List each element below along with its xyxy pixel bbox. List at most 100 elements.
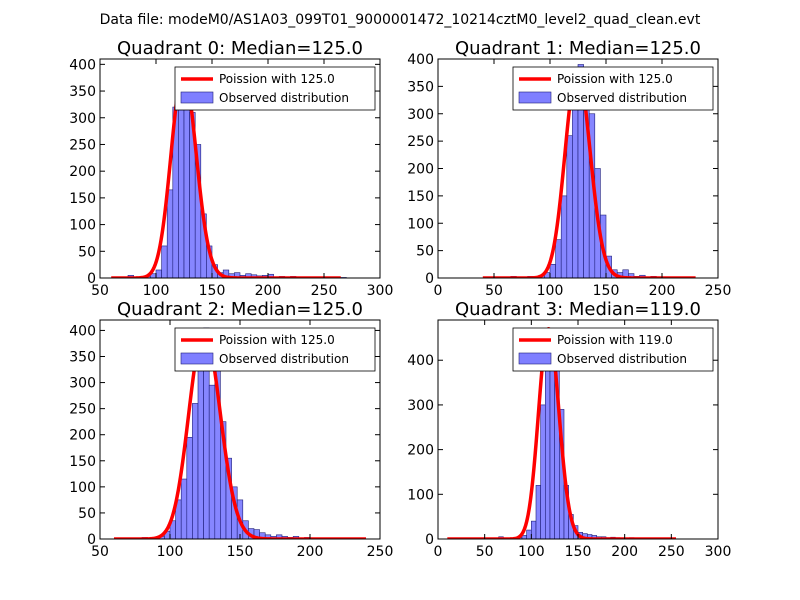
y-tick-label: 0: [87, 271, 96, 287]
chart-title: Quadrant 3: Median=119.0: [455, 299, 701, 320]
histogram-bar: [540, 404, 546, 539]
histogram-bar: [161, 245, 168, 278]
y-tick-label: 400: [407, 52, 434, 68]
plot-area: [481, 64, 697, 278]
histogram-bar: [526, 529, 532, 539]
y-tick-label: 200: [407, 443, 434, 459]
subplot-quadrant-1: Quadrant 1: Median=125.0 0 50 100 150 200 250 0…: [407, 38, 731, 299]
chart-title: Quadrant 1: Median=125.0: [455, 38, 701, 59]
y-tick-label: 400: [407, 353, 434, 369]
axes-frame: [99, 58, 381, 279]
legend-bar-swatch: [180, 91, 214, 104]
y-tick-label: 50: [78, 244, 96, 260]
x-tick-label: 300: [705, 544, 732, 560]
y-tick-label: 0: [425, 532, 434, 548]
poisson-fit-line: [481, 67, 697, 278]
histogram-bar: [192, 403, 199, 539]
plot-area: [446, 326, 678, 539]
legend-bar-swatch: [518, 91, 552, 104]
x-tick-label: 200: [297, 544, 324, 560]
legend-label-fit: Poission with 125.0: [219, 72, 335, 86]
x-tick-label: 0: [434, 544, 443, 560]
y-tick-label: 150: [69, 454, 96, 470]
legend-label-observed: Observed distribution: [219, 91, 349, 105]
x-tick-label: 100: [157, 544, 184, 560]
y-tick-label: 150: [407, 189, 434, 205]
chart-title: Quadrant 2: Median=125.0: [117, 299, 363, 320]
y-tick-label: 250: [407, 134, 434, 150]
histogram-bar: [186, 437, 193, 539]
x-tick-label: 300: [367, 283, 394, 299]
y-tick-label: 300: [69, 376, 96, 392]
x-tick-label: 200: [255, 283, 282, 299]
legend-bar-swatch: [518, 352, 552, 365]
x-tick-label: 100: [143, 283, 170, 299]
poisson-fit-line: [112, 328, 368, 539]
y-tick-label: 100: [69, 218, 96, 234]
y-tick-label: 350: [69, 350, 96, 366]
legend: Poission with 125.0 Observed distribution: [512, 66, 714, 111]
y-tick-label: 250: [69, 137, 96, 153]
histogram-bar: [566, 135, 573, 278]
y-tick-label: 50: [416, 244, 434, 260]
histogram-bar: [521, 535, 527, 539]
y-tick-label: 100: [69, 480, 96, 496]
y-tick-label: 200: [69, 164, 96, 180]
histogram-bar: [208, 384, 216, 539]
legend-label-observed: Observed distribution: [557, 352, 687, 366]
legend-label-observed: Observed distribution: [557, 91, 687, 105]
histogram-bar: [555, 239, 562, 278]
x-tick-label: 150: [227, 544, 254, 560]
y-tick-label: 350: [69, 84, 96, 100]
x-tick-label: 150: [199, 283, 226, 299]
y-tick-label: 300: [69, 111, 96, 127]
y-tick-label: 300: [407, 107, 434, 123]
y-tick-label: 200: [69, 428, 96, 444]
subplot-quadrant-3: Quadrant 3: Median=119.0 0 50 100 150 200 250 3…: [407, 299, 731, 560]
legend-bar-swatch: [180, 352, 214, 365]
histogram-bar: [155, 269, 162, 278]
legend: Poission with 125.0 Observed distribution: [174, 327, 376, 372]
x-tick-label: 50: [91, 283, 109, 299]
x-tick-label: 150: [593, 283, 620, 299]
histogram-bar: [549, 264, 556, 278]
x-tick-label: 150: [565, 544, 592, 560]
x-tick-label: 250: [658, 544, 685, 560]
y-tick-label: 0: [425, 271, 434, 287]
y-tick-label: 400: [69, 323, 96, 339]
x-tick-label: 100: [537, 283, 564, 299]
histogram-bar: [572, 91, 579, 278]
x-tick-label: 250: [367, 544, 394, 560]
y-tick-label: 250: [69, 402, 96, 418]
y-tick-label: 300: [407, 398, 434, 414]
histogram-bar: [531, 520, 537, 539]
legend-label-observed: Observed distribution: [219, 352, 349, 366]
legend-label-fit: Poission with 125.0: [557, 72, 673, 86]
subplot-quadrant-2: Quadrant 2: Median=125.050 100 150 200 25005…: [69, 299, 393, 560]
poisson-fit-line: [110, 70, 342, 278]
x-tick-label: 50: [91, 544, 109, 560]
figure-suptitle: Data file: modeM0/AS1A03_099T01_90000014…: [100, 12, 701, 28]
legend: Poission with 125.0 Observed distribution: [174, 66, 376, 111]
y-tick-label: 50: [78, 506, 96, 522]
subplot-quadrant-0: Quadrant 0: Median=125.0 50 100 150 200 250 30…: [69, 38, 393, 299]
x-tick-label: 50: [485, 283, 503, 299]
y-tick-label: 100: [407, 487, 434, 503]
histogram-bar: [166, 189, 174, 278]
histogram-bar: [180, 478, 188, 539]
poisson-fit-line: [446, 326, 678, 539]
x-tick-label: 100: [518, 544, 545, 560]
histogram-bar: [560, 195, 568, 278]
x-tick-label: 200: [611, 544, 638, 560]
x-tick-label: 0: [434, 283, 443, 299]
y-tick-label: 0: [87, 532, 96, 548]
legend-box: [174, 327, 376, 372]
x-tick-label: 250: [311, 283, 338, 299]
legend-label-fit: Poission with 125.0: [219, 333, 335, 347]
histogram-bar: [197, 353, 204, 539]
legend: Poission with 119.0 Observed distribution: [512, 327, 714, 372]
chart-title: Quadrant 0: Median=125.0: [117, 38, 363, 59]
x-tick-label: 50: [476, 544, 494, 560]
plot-area: [110, 69, 347, 278]
